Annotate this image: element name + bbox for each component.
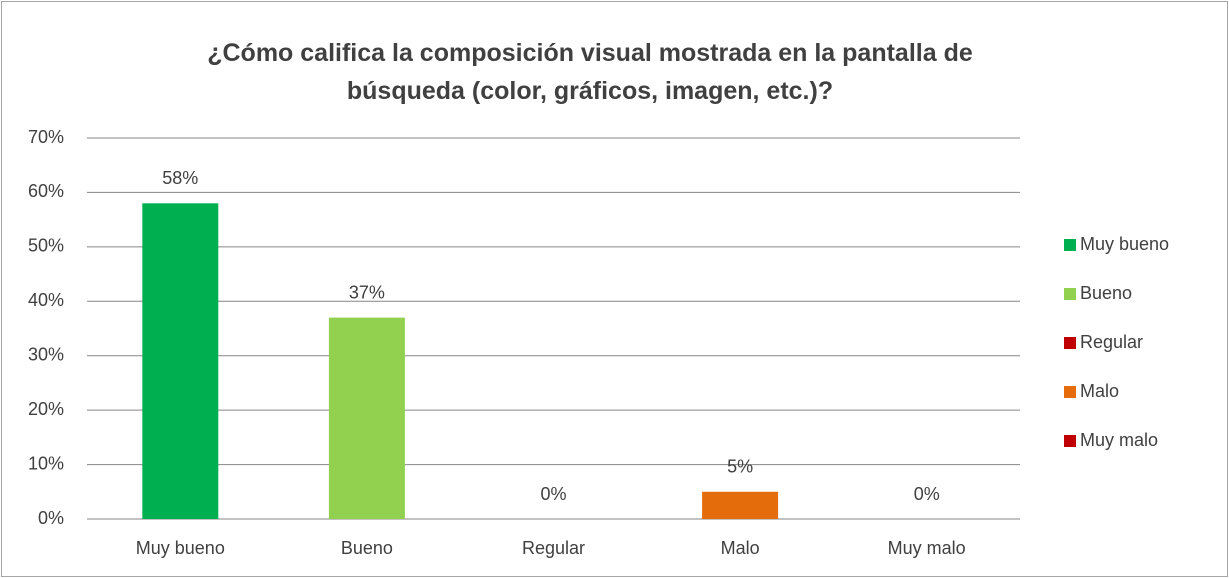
legend-label: Bueno: [1080, 283, 1132, 303]
data-label: 0%: [540, 484, 566, 504]
x-tick-label: Muy malo: [888, 538, 966, 558]
x-tick-label: Bueno: [341, 538, 393, 558]
bar: [142, 203, 219, 520]
legend-swatch: [1064, 435, 1076, 447]
y-tick-label: 30%: [28, 344, 64, 364]
y-tick-label: 60%: [28, 181, 64, 201]
bar: [328, 317, 405, 519]
data-label: 58%: [162, 168, 198, 188]
x-tick-label: Malo: [721, 538, 760, 558]
data-label: 0%: [914, 484, 940, 504]
legend-label: Malo: [1080, 381, 1119, 401]
data-label: 5%: [727, 457, 753, 477]
chart-title: ¿Cómo califica la composición visual mos…: [207, 39, 973, 105]
y-tick-label: 70%: [28, 127, 64, 147]
y-tick-label: 10%: [28, 453, 64, 473]
y-tick-label: 40%: [28, 290, 64, 310]
legend-label: Muy bueno: [1080, 234, 1169, 254]
legend-swatch: [1064, 288, 1076, 300]
legend-swatch: [1064, 239, 1076, 251]
legend-swatch: [1064, 386, 1076, 398]
bar: [702, 491, 779, 519]
y-tick-label: 20%: [28, 399, 64, 419]
y-tick-label: 0%: [38, 508, 64, 528]
legend-label: Regular: [1080, 332, 1143, 352]
x-tick-label: Muy bueno: [136, 538, 225, 558]
y-tick-label: 50%: [28, 236, 64, 256]
legend-label: Muy malo: [1080, 430, 1158, 450]
data-label: 37%: [349, 282, 385, 302]
legend-swatch: [1064, 337, 1076, 349]
x-tick-label: Regular: [522, 538, 585, 558]
